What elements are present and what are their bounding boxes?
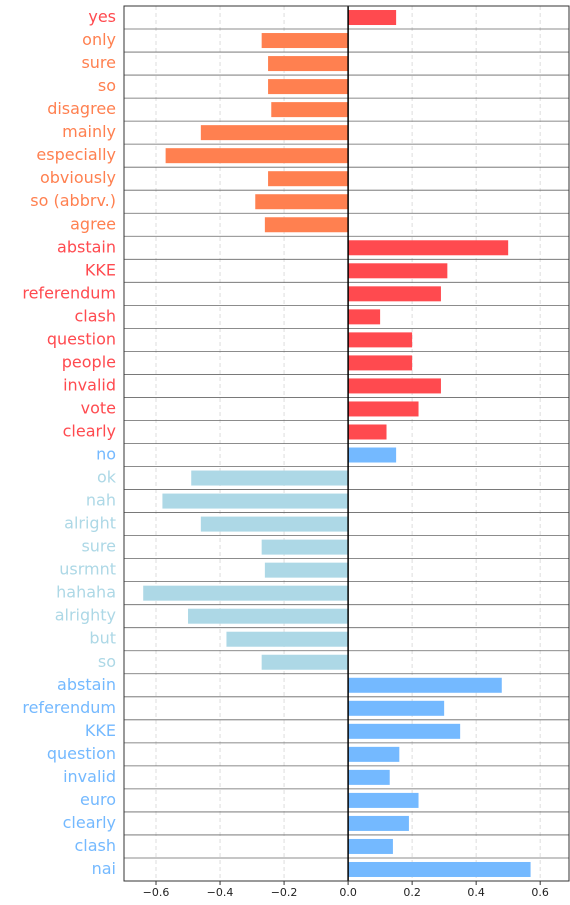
bar (162, 493, 349, 509)
y-tick-label: so (abbrv.) (30, 191, 116, 210)
x-tick-label: −0.2 (271, 886, 298, 899)
bar (348, 861, 531, 877)
y-tick-label: yes (88, 7, 116, 26)
bar (348, 815, 409, 831)
y-tick-label: but (89, 629, 116, 648)
y-tick-label: especially (36, 145, 116, 164)
y-tick-label: invalid (63, 767, 116, 786)
bar (348, 286, 441, 302)
bar (348, 723, 461, 739)
y-tick-label: sure (81, 53, 116, 72)
y-tick-label: question (47, 329, 116, 348)
y-tick-label: disagree (47, 99, 116, 118)
bar (264, 562, 349, 578)
y-tick-label: referendum (22, 283, 116, 302)
bar (255, 194, 349, 210)
bar (268, 56, 349, 72)
y-tick-label: clearly (63, 421, 116, 440)
y-tick-label: KKE (85, 721, 116, 740)
bar (188, 608, 349, 624)
bar (143, 585, 349, 601)
y-tick-label: alright (64, 514, 116, 533)
y-tick-label: abstain (57, 237, 116, 256)
y-tick-label: abstain (57, 675, 116, 694)
bar (348, 332, 413, 348)
bar (348, 355, 413, 371)
y-tick-label: invalid (63, 375, 116, 394)
bar (200, 516, 349, 532)
bar (348, 838, 393, 854)
y-tick-label: hahaha (56, 583, 116, 602)
bar (348, 769, 390, 785)
y-tick-label: so (98, 76, 116, 95)
y-tick-label: ok (97, 468, 117, 487)
x-tick-label: −0.4 (207, 886, 234, 899)
bar (191, 470, 349, 486)
bar (348, 10, 397, 26)
x-tick-label: 0.2 (403, 886, 421, 899)
bar (165, 148, 349, 164)
bar (348, 424, 387, 440)
y-tick-label: clearly (63, 813, 116, 832)
y-tick-label: euro (80, 790, 116, 809)
bar (261, 33, 349, 49)
bar (348, 677, 502, 693)
plot-frame (123, 5, 570, 882)
bar (348, 447, 397, 463)
y-tick-label: so (98, 652, 116, 671)
y-tick-label: vote (81, 398, 116, 417)
y-tick-label: clash (74, 836, 116, 855)
x-tick-label: 0.0 (339, 886, 357, 899)
bar (261, 539, 349, 555)
y-tick-label: obviously (40, 168, 116, 187)
bar (348, 309, 381, 325)
y-tick-label: question (47, 744, 116, 763)
y-tick-label: only (82, 30, 116, 49)
y-tick-label: nah (86, 491, 116, 510)
y-tick-label: usrmnt (59, 560, 116, 579)
y-tick-label: nai (92, 859, 116, 878)
bar (261, 654, 349, 670)
bar (348, 746, 400, 762)
y-tick-label: clash (74, 306, 116, 325)
bar (226, 631, 349, 647)
y-tick-label: referendum (22, 698, 116, 717)
bar (268, 171, 349, 187)
y-tick-label: people (62, 352, 116, 371)
y-tick-label: mainly (62, 122, 116, 141)
bar (348, 378, 441, 394)
bar (200, 125, 349, 141)
y-tick-label: sure (81, 537, 116, 556)
y-tick-label: no (96, 445, 116, 464)
y-tick-label: agree (70, 214, 116, 233)
bar (348, 792, 419, 808)
y-tick-label: KKE (85, 260, 116, 279)
x-tick-label: −0.6 (143, 886, 170, 899)
bar (348, 240, 509, 256)
bar (348, 263, 448, 279)
bar (268, 79, 349, 95)
bar (271, 102, 349, 118)
bar (264, 217, 349, 233)
y-tick-label: alrighty (55, 606, 116, 625)
bar (348, 401, 419, 417)
x-tick-label: 0.4 (467, 886, 485, 899)
x-tick-label: 0.6 (531, 886, 549, 899)
bar (348, 700, 445, 716)
